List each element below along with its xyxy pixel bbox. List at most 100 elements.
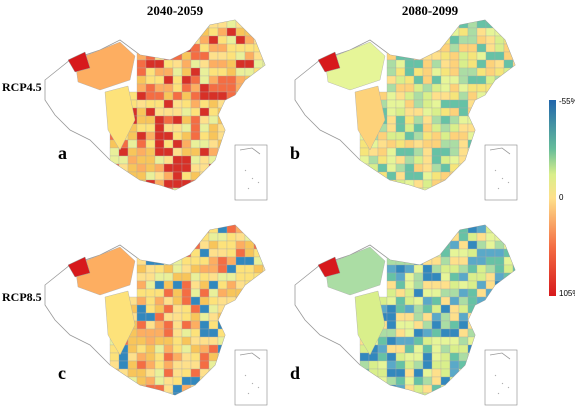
region <box>404 131 415 141</box>
region <box>217 296 228 306</box>
region <box>449 171 460 181</box>
region <box>172 376 183 386</box>
region <box>494 99 505 109</box>
region <box>208 392 219 395</box>
region <box>199 115 210 125</box>
region <box>386 392 397 395</box>
region <box>503 272 514 282</box>
column-title: 2040-2059 <box>147 3 204 18</box>
region <box>244 123 255 133</box>
region <box>386 147 397 157</box>
region <box>181 139 192 149</box>
region <box>386 139 397 149</box>
region <box>145 123 156 133</box>
region <box>253 336 264 346</box>
region <box>431 83 442 93</box>
region <box>154 352 165 362</box>
region <box>136 344 147 354</box>
region <box>253 115 264 125</box>
region <box>512 91 515 101</box>
region <box>449 139 460 149</box>
region <box>190 304 201 314</box>
region <box>377 139 388 149</box>
region <box>458 131 469 141</box>
region <box>449 35 460 45</box>
region <box>226 59 237 69</box>
region <box>217 232 228 242</box>
region <box>136 304 147 314</box>
region <box>395 296 406 306</box>
region <box>127 131 138 141</box>
region <box>172 384 183 394</box>
region <box>422 344 433 354</box>
region <box>235 35 246 45</box>
region <box>476 360 487 370</box>
region <box>413 139 424 149</box>
region <box>368 187 379 190</box>
region <box>104 290 136 356</box>
region <box>217 240 228 250</box>
region <box>208 336 219 346</box>
region <box>485 67 496 77</box>
region <box>163 272 174 282</box>
region <box>154 232 165 242</box>
region <box>413 147 424 157</box>
region <box>235 51 246 61</box>
region <box>217 272 228 282</box>
region <box>503 75 514 85</box>
region <box>476 320 487 330</box>
region <box>181 376 192 386</box>
region <box>413 91 424 101</box>
region <box>226 320 237 330</box>
region <box>190 51 201 61</box>
region <box>386 256 397 266</box>
region <box>244 51 255 61</box>
region <box>217 368 228 378</box>
region <box>467 99 478 109</box>
region <box>172 232 183 242</box>
region <box>458 67 469 77</box>
region <box>163 376 174 386</box>
region <box>163 225 174 234</box>
region <box>413 288 424 298</box>
region <box>253 296 264 306</box>
region <box>395 360 406 370</box>
region <box>226 91 237 101</box>
region <box>253 123 264 133</box>
region <box>386 344 397 354</box>
region <box>136 155 147 165</box>
region <box>217 392 228 395</box>
region <box>226 75 237 85</box>
region <box>163 43 174 53</box>
region <box>154 240 165 250</box>
region <box>127 179 138 189</box>
region <box>118 187 129 190</box>
region <box>386 43 397 53</box>
region <box>467 344 478 354</box>
region <box>190 163 201 173</box>
region <box>217 288 228 298</box>
region <box>262 75 265 85</box>
region <box>386 107 397 117</box>
region <box>494 107 505 117</box>
region <box>226 99 237 109</box>
region <box>235 232 246 242</box>
region <box>467 232 478 242</box>
region <box>199 35 210 45</box>
region <box>440 107 451 117</box>
region <box>163 35 174 45</box>
region <box>136 35 147 45</box>
region <box>476 232 487 242</box>
region <box>262 115 265 125</box>
region <box>422 27 433 37</box>
region <box>503 99 514 109</box>
region <box>190 59 201 69</box>
region <box>440 43 451 53</box>
region <box>404 147 415 157</box>
region <box>136 352 147 362</box>
region <box>217 67 228 77</box>
region <box>431 171 442 181</box>
region <box>449 248 460 258</box>
region <box>145 163 156 173</box>
region <box>386 91 397 101</box>
